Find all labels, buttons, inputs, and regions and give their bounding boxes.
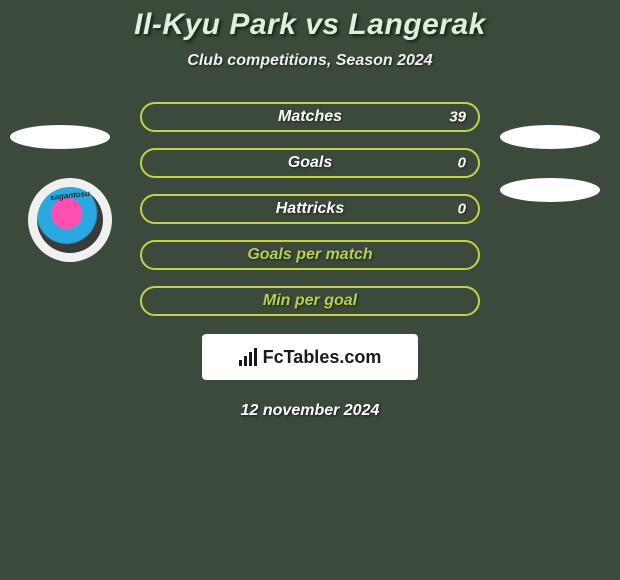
brand-box: FcTables.com bbox=[202, 334, 418, 380]
stat-row: Goals 0 bbox=[140, 148, 480, 178]
stat-row: Goals per match bbox=[140, 240, 480, 270]
stat-value-right: 39 bbox=[449, 109, 466, 126]
stat-label: Goals per match bbox=[247, 246, 372, 264]
stats-rows: Matches 39 Goals 0 Hattricks 0 Goals per match… bbox=[0, 102, 620, 316]
stat-row: Hattricks 0 bbox=[140, 194, 480, 224]
stat-value-right: 0 bbox=[458, 155, 466, 172]
stat-label: Min per goal bbox=[263, 292, 357, 310]
brand-label: FcTables.com bbox=[263, 347, 382, 368]
bar-chart-icon bbox=[239, 348, 257, 366]
stat-label: Matches bbox=[278, 108, 342, 126]
page-title: Il-Kyu Park vs Langerak bbox=[0, 8, 620, 42]
stat-label: Hattricks bbox=[276, 200, 344, 218]
stat-label: Goals bbox=[288, 154, 332, 172]
stat-row: Matches 39 bbox=[140, 102, 480, 132]
content-wrap: Il-Kyu Park vs Langerak Club competition… bbox=[0, 0, 620, 580]
date-line: 12 november 2024 bbox=[0, 402, 620, 420]
stat-row: Min per goal bbox=[140, 286, 480, 316]
subtitle: Club competitions, Season 2024 bbox=[0, 52, 620, 70]
stat-value-right: 0 bbox=[458, 201, 466, 218]
